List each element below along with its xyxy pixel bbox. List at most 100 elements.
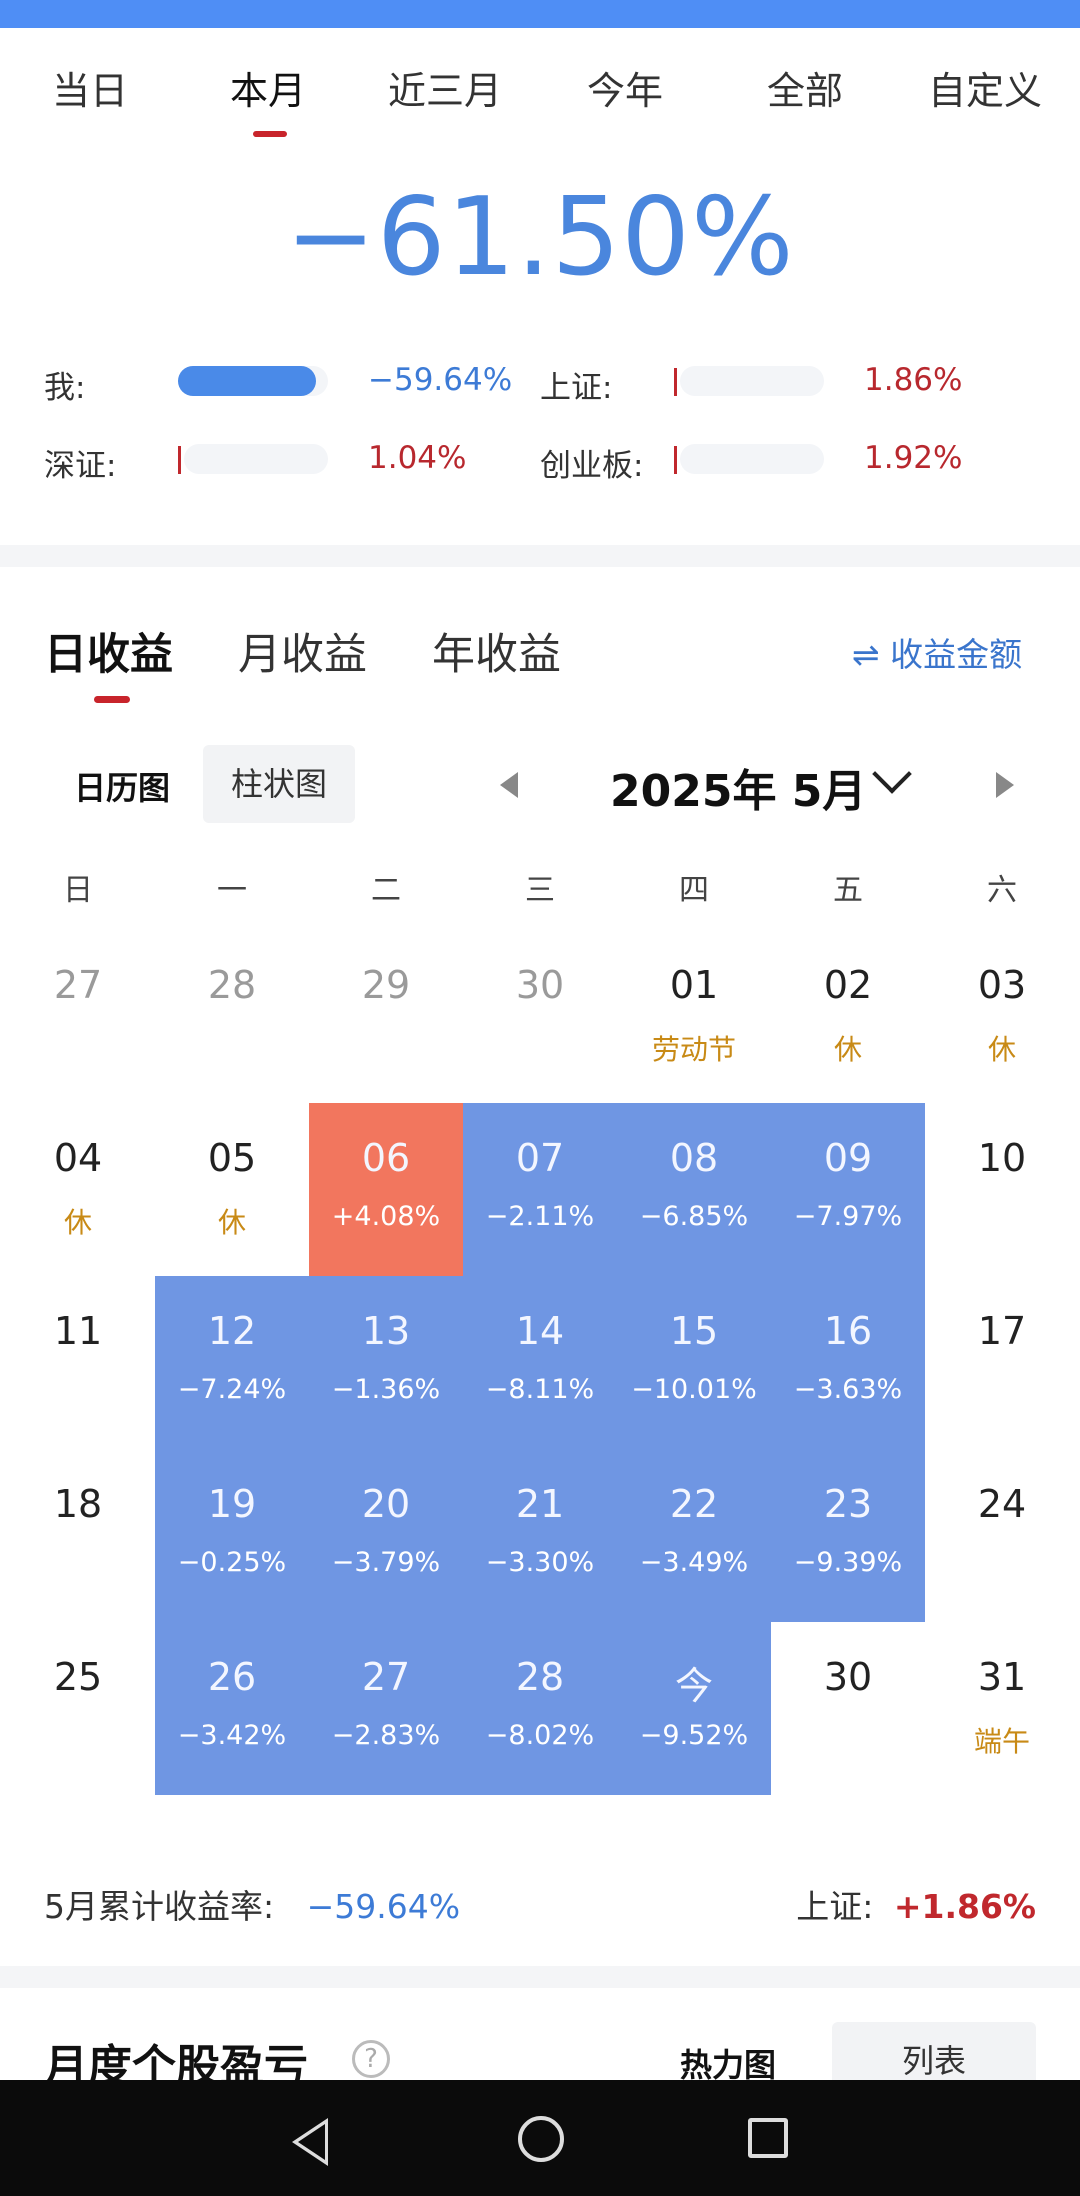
tab-custom[interactable]: 自定义 bbox=[928, 69, 1043, 113]
calendar-day[interactable]: 16 −3.63% bbox=[771, 1276, 925, 1449]
day-number: 27 bbox=[361, 1655, 411, 1699]
day-number: 30 bbox=[515, 963, 565, 1007]
calendar-day[interactable]: 28 −8.02% bbox=[463, 1622, 617, 1795]
day-return: −2.83% bbox=[331, 1720, 441, 1751]
day-number: 23 bbox=[823, 1482, 873, 1526]
day-number: 15 bbox=[669, 1309, 719, 1353]
day-number: 19 bbox=[207, 1482, 257, 1526]
day-number: 21 bbox=[515, 1482, 565, 1526]
view-calendar-button[interactable]: 日历图 bbox=[74, 769, 171, 807]
weekday-label: 二 bbox=[371, 873, 401, 908]
day-number: 06 bbox=[361, 1136, 411, 1180]
help-icon[interactable]: ? bbox=[352, 2040, 390, 2078]
bench-cyb-bar bbox=[680, 444, 824, 474]
chevron-down-icon[interactable] bbox=[872, 754, 912, 794]
amount-toggle-button[interactable]: ⇌ 收益金额 bbox=[852, 635, 1023, 674]
calendar-day[interactable]: 09 −7.97% bbox=[771, 1103, 925, 1276]
day-return: −7.24% bbox=[177, 1374, 287, 1405]
tab-daily-earnings[interactable]: 日收益 bbox=[44, 630, 173, 680]
calendar-day[interactable]: 30 bbox=[463, 930, 617, 1103]
bench-me-bar-fill bbox=[178, 366, 316, 396]
day-return: −3.30% bbox=[485, 1547, 595, 1578]
calendar-day[interactable]: 29 bbox=[309, 930, 463, 1103]
calendar-day[interactable]: 06 +4.08% bbox=[309, 1103, 463, 1276]
next-month-icon[interactable] bbox=[996, 772, 1014, 798]
calendar-day[interactable]: 22 −3.49% bbox=[617, 1449, 771, 1622]
day-number: 10 bbox=[977, 1136, 1027, 1180]
calendar-day[interactable]: 14 −8.11% bbox=[463, 1276, 617, 1449]
weekday-label: 六 bbox=[987, 873, 1017, 908]
calendar-day[interactable]: 13 −1.36% bbox=[309, 1276, 463, 1449]
day-number: 14 bbox=[515, 1309, 565, 1353]
period-tabs: 当日 本月 近三月 今年 全部 自定义 bbox=[0, 60, 1080, 140]
calendar-day[interactable]: 08 −6.85% bbox=[617, 1103, 771, 1276]
bench-sz-bar bbox=[184, 444, 328, 474]
day-number: 27 bbox=[53, 963, 103, 1007]
calendar-day[interactable]: 25 bbox=[1, 1622, 155, 1795]
calendar-day[interactable]: 15 −10.01% bbox=[617, 1276, 771, 1449]
calendar-day[interactable]: 05 休 bbox=[155, 1103, 309, 1276]
calendar-day[interactable]: 23 −9.39% bbox=[771, 1449, 925, 1622]
day-number: 01 bbox=[669, 963, 719, 1007]
summary-value: −59.64% bbox=[306, 1887, 461, 1926]
home-icon[interactable] bbox=[518, 2116, 564, 2162]
calendar-day[interactable]: 04 休 bbox=[1, 1103, 155, 1276]
calendar-day[interactable]: 27 bbox=[1, 930, 155, 1103]
bench-me-label: 我: bbox=[44, 370, 86, 406]
tab-this-year[interactable]: 今年 bbox=[587, 69, 664, 113]
day-return: −3.63% bbox=[793, 1374, 903, 1405]
calendar-day[interactable]: 02 休 bbox=[771, 930, 925, 1103]
prev-month-icon[interactable] bbox=[500, 772, 518, 798]
tab-yearly-earnings[interactable]: 年收益 bbox=[432, 630, 561, 680]
calendar-day[interactable]: 28 bbox=[155, 930, 309, 1103]
day-number: 07 bbox=[515, 1136, 565, 1180]
holiday-label: 休 bbox=[987, 1033, 1016, 1066]
calendar-day[interactable]: 27 −2.83% bbox=[309, 1622, 463, 1795]
calendar-day[interactable]: 12 −7.24% bbox=[155, 1276, 309, 1449]
day-number: 今 bbox=[674, 1664, 713, 1708]
calendar-day[interactable]: 20 −3.79% bbox=[309, 1449, 463, 1622]
tab-today[interactable]: 当日 bbox=[52, 69, 129, 113]
tab-this-month[interactable]: 本月 bbox=[230, 69, 307, 113]
calendar-day[interactable]: 24 bbox=[925, 1449, 1079, 1622]
holiday-label: 休 bbox=[63, 1206, 92, 1239]
calendar-day[interactable]: 03 休 bbox=[925, 930, 1079, 1103]
month-label[interactable]: 2025年 5月 bbox=[610, 766, 867, 817]
top-strip bbox=[0, 0, 1080, 28]
day-number: 30 bbox=[823, 1655, 873, 1699]
tab-all[interactable]: 全部 bbox=[767, 69, 844, 113]
calendar-day[interactable]: 今 −9.52% bbox=[617, 1622, 771, 1795]
calendar-day[interactable]: 10 bbox=[925, 1103, 1079, 1276]
calendar-day[interactable]: 19 −0.25% bbox=[155, 1449, 309, 1622]
calendar-day[interactable]: 07 −2.11% bbox=[463, 1103, 617, 1276]
holiday-label: 劳动节 bbox=[651, 1033, 736, 1066]
day-number: 20 bbox=[361, 1482, 411, 1526]
calendar-day[interactable]: 11 bbox=[1, 1276, 155, 1449]
tab-three-months[interactable]: 近三月 bbox=[388, 69, 503, 113]
calendar-day[interactable]: 26 −3.42% bbox=[155, 1622, 309, 1795]
recent-apps-icon[interactable] bbox=[748, 2118, 788, 2158]
day-number: 31 bbox=[977, 1655, 1027, 1699]
calendar-day[interactable]: 01 劳动节 bbox=[617, 930, 771, 1103]
summary-bench-label: 上证: bbox=[796, 1887, 874, 1926]
tab-monthly-earnings[interactable]: 月收益 bbox=[238, 630, 367, 680]
holiday-label: 端午 bbox=[973, 1725, 1030, 1758]
total-return: −61.50% bbox=[285, 175, 795, 300]
day-number: 18 bbox=[53, 1482, 103, 1526]
calendar-day[interactable]: 21 −3.30% bbox=[463, 1449, 617, 1622]
heatmap-tab[interactable]: 热力图 bbox=[680, 2046, 777, 2084]
calendar-day[interactable]: 17 bbox=[925, 1276, 1079, 1449]
section-divider bbox=[0, 545, 1080, 567]
view-bar-button[interactable]: 柱状图 bbox=[203, 745, 355, 823]
day-number: 28 bbox=[207, 963, 257, 1007]
day-return: −2.11% bbox=[485, 1201, 595, 1232]
calendar-day[interactable]: 18 bbox=[1, 1449, 155, 1622]
calendar-day[interactable]: 30 bbox=[771, 1622, 925, 1795]
day-return: −0.25% bbox=[177, 1547, 287, 1578]
calendar-grid: 27 28 29 30 01 劳动节 02 休 03 休 04 休 05 休 06 +4.08% 07 −2.11… bbox=[0, 930, 1080, 1800]
bench-sh-bar bbox=[680, 366, 824, 396]
calendar-day[interactable]: 31 端午 bbox=[925, 1622, 1079, 1795]
bench-cyb-tick bbox=[674, 446, 677, 474]
day-number: 17 bbox=[977, 1309, 1027, 1353]
day-return: −10.01% bbox=[631, 1374, 757, 1405]
